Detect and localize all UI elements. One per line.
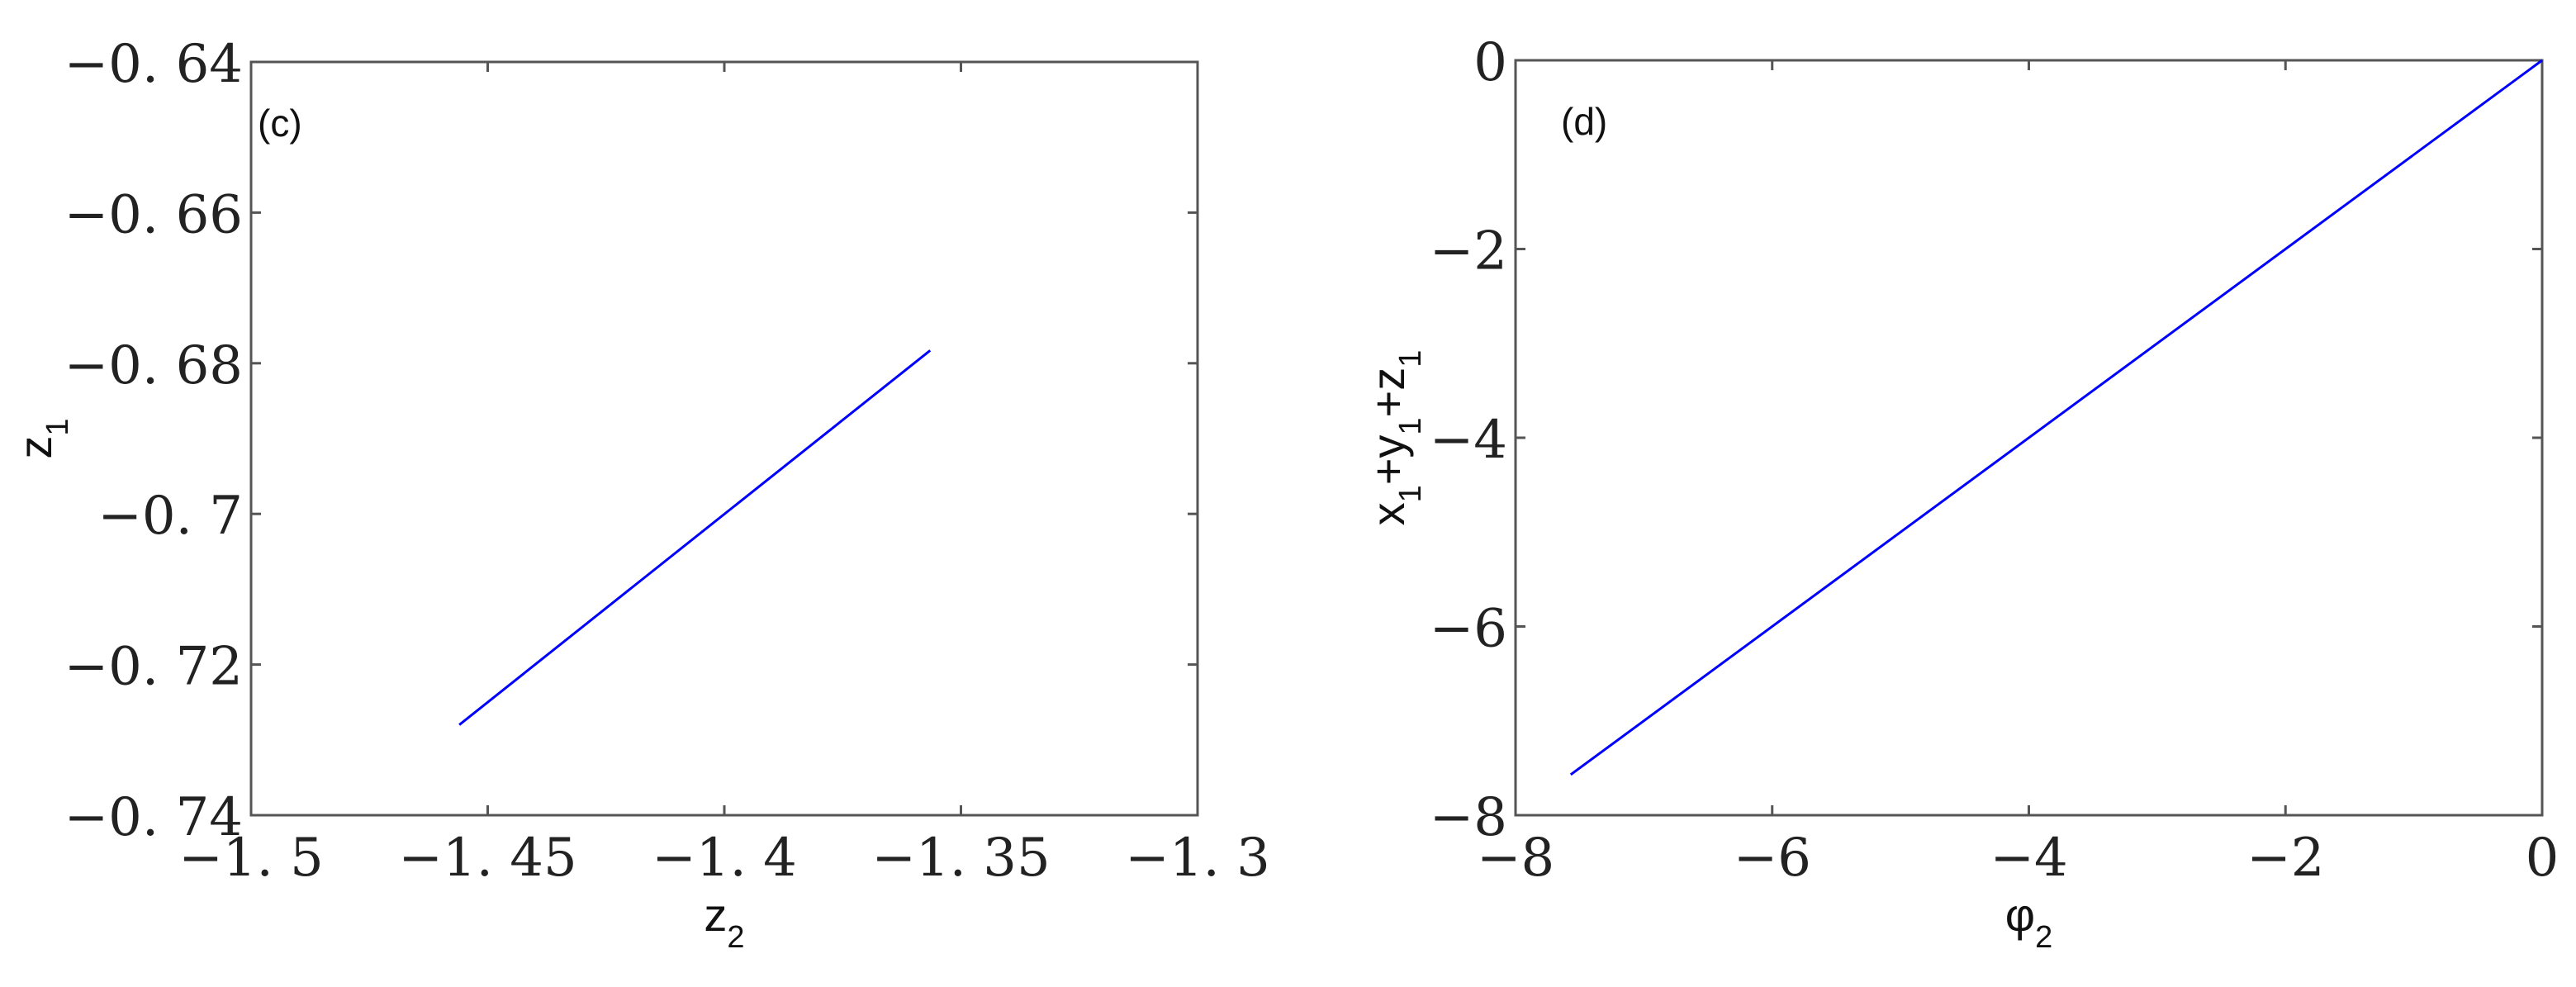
y-axis-label-sub: 1: [1393, 350, 1428, 368]
x-tick-label: −4: [1990, 828, 2067, 889]
y-tick-label: −0. 72: [64, 637, 243, 698]
x-axis-label-sub: 2: [727, 920, 744, 955]
series-line: [1569, 59, 2543, 776]
x-axis-label: z2: [704, 889, 744, 955]
axes-frame: [249, 60, 1199, 817]
x-axis-label-main: φ: [2005, 889, 2035, 941]
x-tick-label: −8: [1477, 828, 1554, 889]
y-tick-label: −0. 74: [64, 787, 243, 848]
y-tick-label: −6: [1430, 599, 1507, 660]
x-tick-label: −1. 5: [178, 828, 324, 889]
x-tick-label: −6: [1734, 828, 1811, 889]
x-tick-label: −2: [2246, 828, 2324, 889]
chart-panel-d: −8 −6 −4 −2 0 −8 −6 −4 −2 0 (d) φ2 x1​+y1​+z1​: [1362, 32, 2559, 955]
x-tick-label: 0: [2526, 828, 2559, 889]
y-tick-label: −4: [1430, 410, 1507, 471]
y-axis-label-sub: 1: [1393, 485, 1428, 502]
y-tick-label: −0. 7: [97, 486, 243, 547]
y-tick-label: −0. 66: [64, 184, 243, 245]
y-axis-label: z1: [9, 418, 75, 458]
y-axis-label-main: +y: [1362, 435, 1414, 486]
x-tick-label: −1. 3: [1125, 828, 1270, 889]
y-tick-label: 0: [1473, 32, 1507, 93]
x-tick-label: −1. 4: [652, 828, 797, 889]
y-axis-label-sub: 1: [40, 418, 75, 435]
y-axis-label-main: +z: [1362, 368, 1414, 418]
y-tick-label: −2: [1430, 221, 1507, 282]
x-tick-label: −1. 45: [398, 828, 576, 889]
panel-label: (d): [1561, 100, 1607, 143]
x-axis-label-main: z: [704, 889, 727, 941]
panel-label: (c): [258, 102, 302, 145]
y-axis-label-sub: 1: [1393, 417, 1428, 434]
y-tick-label: −0. 64: [64, 34, 243, 95]
y-tick-label: −0. 68: [64, 335, 243, 396]
x-tick-label: −1. 35: [871, 828, 1050, 889]
chart-panel-c: −1. 5 −1. 45 −1. 4 −1. 35 −1. 3−0. 74−0. 72−…: [9, 34, 1270, 955]
y-tick-label: −8: [1430, 787, 1507, 848]
y-axis-label-main: x: [1362, 502, 1414, 525]
y-axis-label: x1​+y1​+z1​: [1362, 350, 1428, 526]
y-axis-label-main: z: [9, 436, 61, 459]
x-axis-label: φ2: [2005, 889, 2052, 955]
x-axis-label-sub: 2: [2035, 920, 2052, 955]
series-line: [458, 349, 932, 726]
